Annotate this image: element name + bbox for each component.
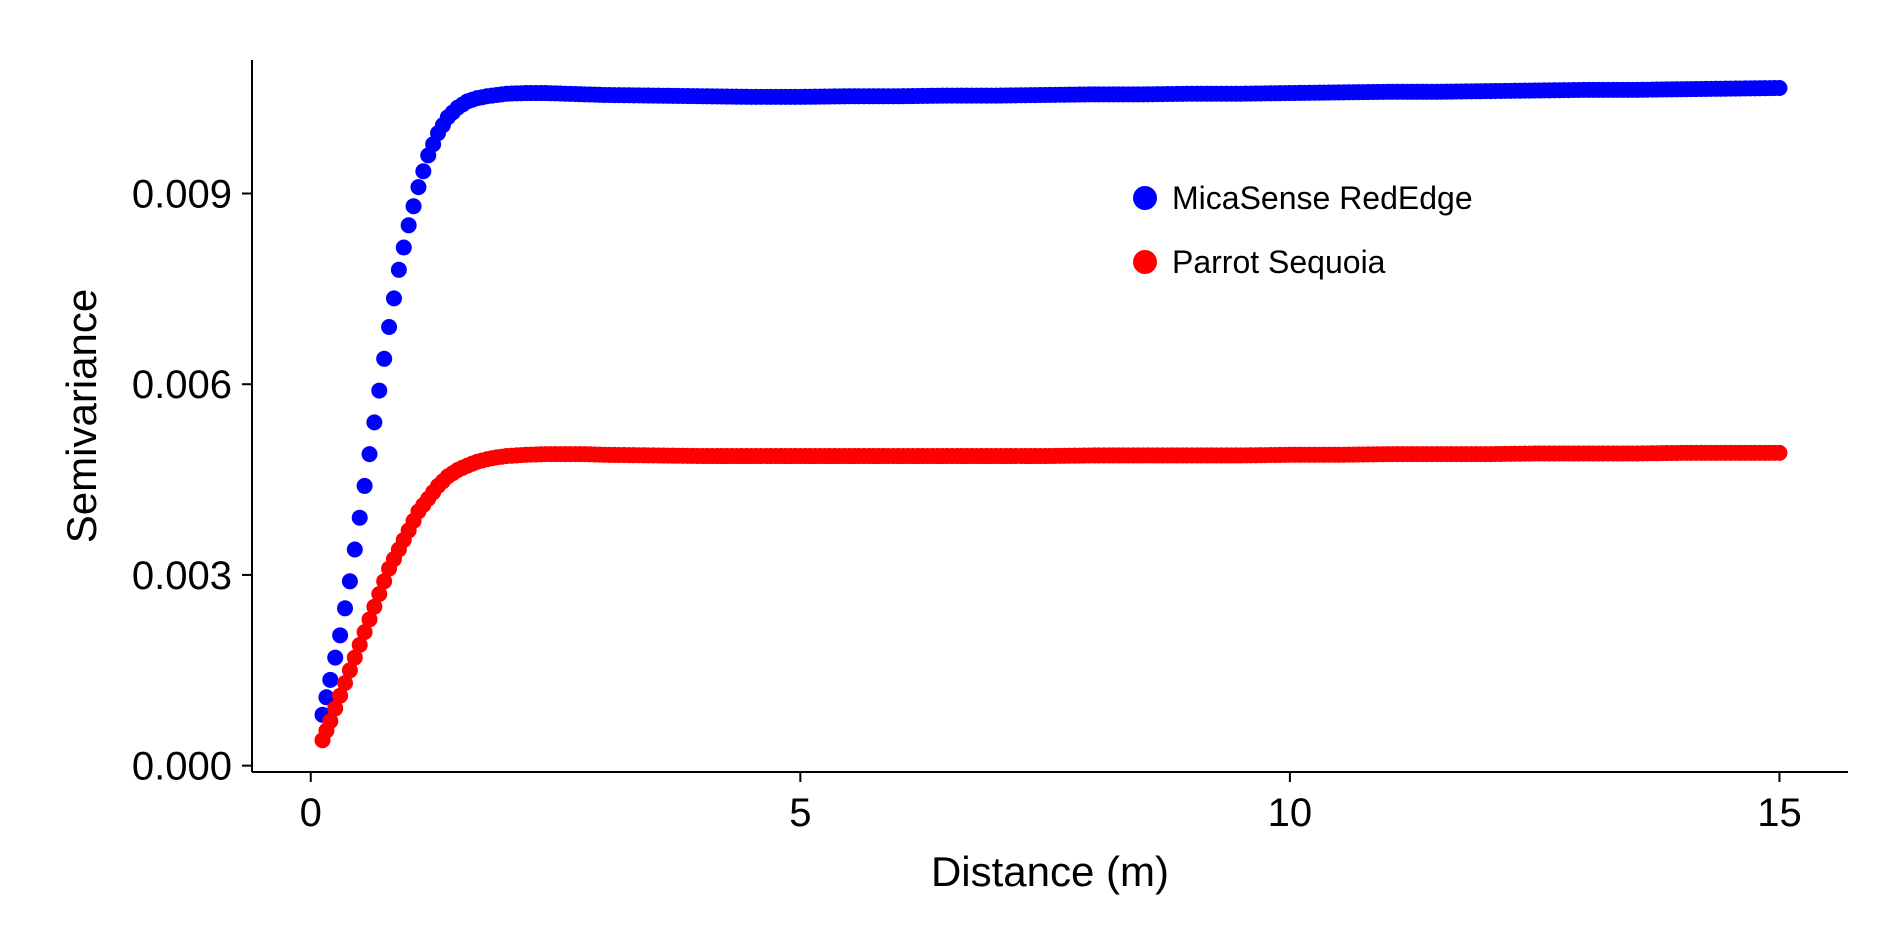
data-point <box>356 477 373 494</box>
x-tick-label: 15 <box>1757 791 1802 835</box>
data-point <box>346 649 363 666</box>
data-point <box>346 541 363 558</box>
data-point <box>376 573 393 590</box>
y-tick-label: 0.003 <box>132 554 232 598</box>
legend-marker <box>1133 250 1157 274</box>
data-point <box>337 675 354 691</box>
data-point <box>400 217 417 234</box>
data-point <box>351 509 368 526</box>
x-tick-label: 0 <box>300 791 322 835</box>
data-point <box>361 611 378 628</box>
data-point <box>361 446 378 463</box>
x-axis-title: Distance (m) <box>931 848 1169 895</box>
y-axis-title: Semivariance <box>58 289 105 543</box>
data-point <box>332 627 349 644</box>
data-point <box>366 598 383 615</box>
data-point <box>371 382 388 399</box>
legend: MicaSense RedEdge Parrot Sequoia <box>1133 180 1473 280</box>
series-0 <box>314 79 1788 723</box>
y-tick-label: 0.009 <box>132 173 232 217</box>
axes: 0 5 10 15 0.000 0.003 0.006 0.009 <box>132 60 1848 835</box>
legend-label: Parrot Sequoia <box>1172 244 1386 280</box>
y-tick-label: 0.006 <box>132 363 232 407</box>
data-point <box>371 586 388 602</box>
data-point <box>1771 79 1788 96</box>
data-point <box>322 713 339 730</box>
data-point <box>332 687 349 704</box>
data-point <box>1771 444 1788 461</box>
legend-marker <box>1133 186 1157 210</box>
y-tick-label: 0.000 <box>132 745 232 789</box>
data-point <box>356 624 373 641</box>
data-points <box>314 79 1788 749</box>
data-point <box>327 700 344 717</box>
data-point <box>327 649 344 666</box>
legend-label: MicaSense RedEdge <box>1172 180 1473 216</box>
data-point <box>351 636 368 653</box>
data-point <box>376 350 393 367</box>
series-1 <box>314 444 1788 749</box>
data-point <box>405 198 422 215</box>
data-point <box>341 573 358 590</box>
data-point <box>337 600 354 617</box>
data-point <box>318 689 335 706</box>
data-point <box>322 671 339 688</box>
x-tick-label: 10 <box>1268 791 1313 835</box>
data-point <box>415 163 432 180</box>
data-point <box>395 239 412 256</box>
data-point <box>341 662 358 679</box>
x-tick-label: 5 <box>789 791 811 835</box>
data-point <box>381 319 398 335</box>
data-point <box>385 290 402 307</box>
data-point <box>410 179 427 196</box>
data-point <box>390 261 407 278</box>
data-point <box>366 414 383 431</box>
